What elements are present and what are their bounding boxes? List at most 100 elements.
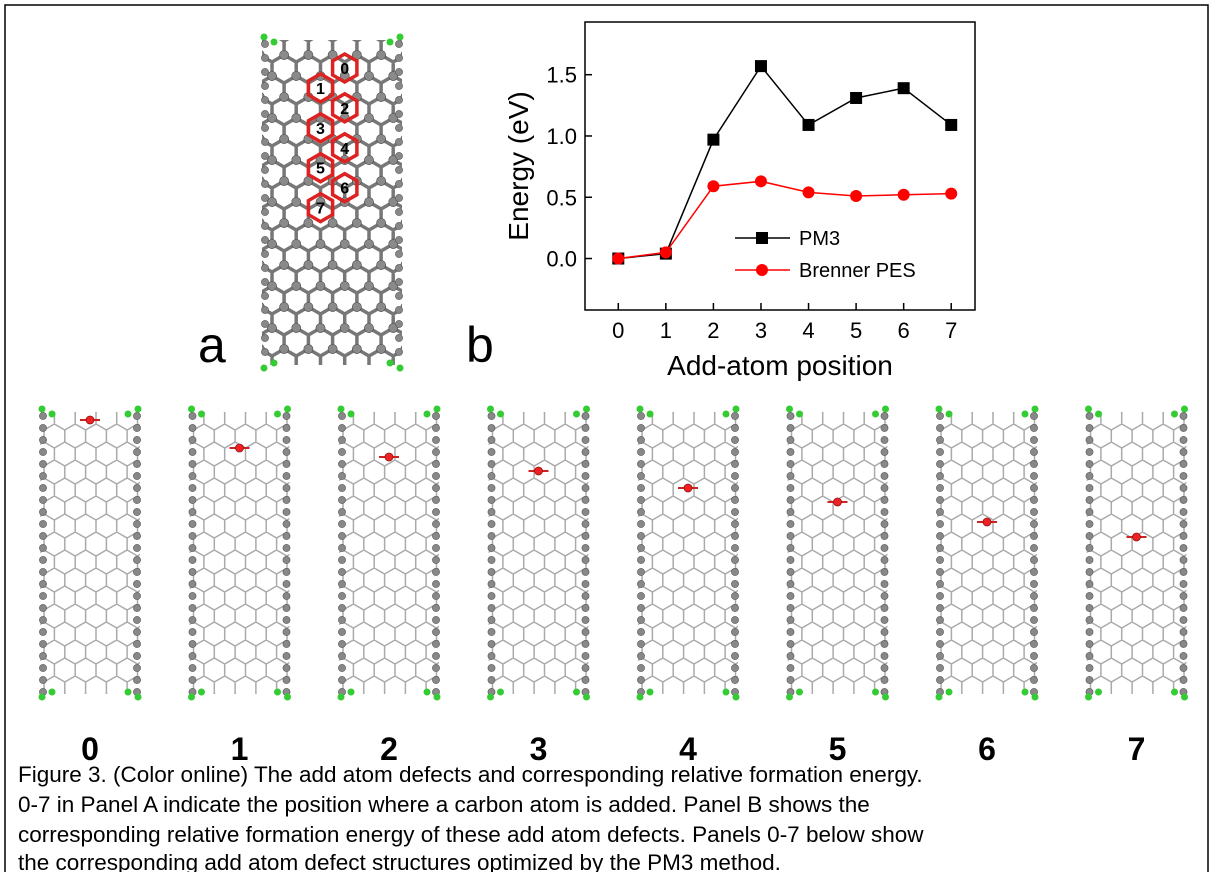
atom [637,556,644,563]
hydrogen [723,689,730,696]
atom [280,261,289,270]
atom [1030,580,1037,587]
atom [731,448,738,455]
atom [488,568,495,575]
hydrogen [434,406,441,413]
position-label: 1 [316,81,325,98]
atom [189,652,196,659]
caption-line: 0-7 in Panel A indicate the position whe… [18,792,870,817]
atom [881,556,888,563]
atom [731,580,738,587]
atom [261,152,268,159]
atom [189,580,196,587]
hydrogen [1032,694,1039,701]
atom [268,324,277,333]
atom [488,424,495,431]
atom [39,616,46,623]
atom [637,604,644,611]
structure-label: 0 [81,731,99,767]
hydrogen [188,694,195,701]
atom [292,324,301,333]
atom [189,412,196,419]
atom [488,664,495,671]
atom [432,508,439,515]
atom [338,508,345,515]
atom [39,532,46,539]
atom [395,264,402,271]
atom [488,532,495,539]
atom [395,180,402,187]
atom [261,320,268,327]
atom [364,324,373,333]
atom [432,604,439,611]
atom [582,628,589,635]
atom [582,472,589,479]
atom [881,628,888,635]
atom [39,520,46,527]
atom [395,250,402,257]
atom [261,138,268,145]
hydrogen [882,406,889,413]
atom [133,604,140,611]
marker [612,253,624,265]
atom [261,236,268,243]
atom [395,306,402,313]
hydrogen [733,694,740,701]
atom [395,110,402,117]
hydrogen [1022,689,1029,696]
atom [488,676,495,683]
hydrogen [1095,689,1102,696]
atom [377,261,386,270]
atom [268,282,277,291]
frame [5,5,1208,872]
atom [432,640,439,647]
hydrogen [872,689,879,696]
atom [283,496,290,503]
atom [637,472,644,479]
marker [707,180,719,192]
x-tick-label: 6 [898,318,910,343]
atom [432,592,439,599]
atom [1086,616,1093,623]
hydrogen [125,411,132,418]
marker [898,82,910,94]
atom [881,544,888,551]
hydrogen [424,689,431,696]
atom [133,592,140,599]
hydrogen [872,411,879,418]
hydrogen [786,694,793,701]
structure-label: 3 [530,731,548,767]
atom [280,177,289,186]
atom [283,520,290,527]
hydrogen [348,689,355,696]
structure-label: 7 [1128,731,1146,767]
atom [936,604,943,611]
atom [1030,448,1037,455]
hydrogen [284,406,291,413]
atom [637,592,644,599]
marker [803,186,815,198]
atom [189,496,196,503]
atom [787,412,794,419]
atom [637,448,644,455]
atom [189,436,196,443]
atom [133,520,140,527]
added-atom [684,484,692,492]
atom [1030,412,1037,419]
atom [787,676,794,683]
atom [338,448,345,455]
atom [936,520,943,527]
atom [582,580,589,587]
atom [936,616,943,623]
atom [488,448,495,455]
caption-line: corresponding relative formation energy … [18,822,924,847]
atom [133,628,140,635]
atom [731,652,738,659]
atom [936,580,943,587]
atom [1180,448,1187,455]
atom [936,556,943,563]
atom [1086,568,1093,575]
atom [292,114,301,123]
position-label: 5 [316,161,325,178]
atom [432,496,439,503]
